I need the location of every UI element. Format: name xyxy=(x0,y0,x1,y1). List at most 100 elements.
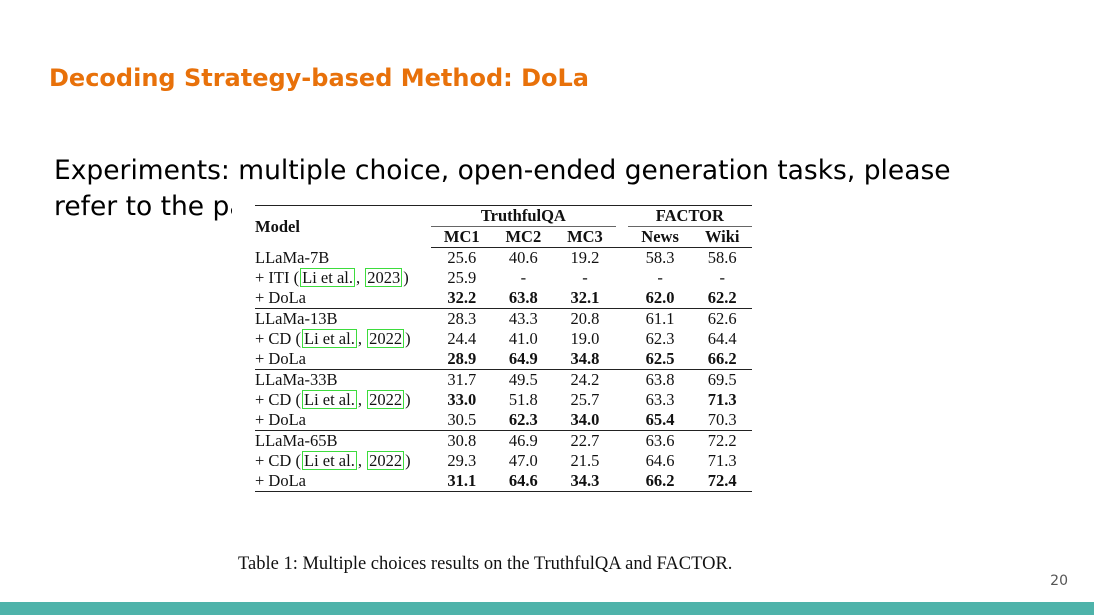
table-subheader-row: MC1 MC2 MC3 News Wiki xyxy=(255,226,752,248)
value-cell: 64.6 xyxy=(492,471,555,492)
value-cell: 25.7 xyxy=(570,390,600,409)
value-cell: 25.9 xyxy=(447,268,477,287)
value-cell: 19.0 xyxy=(570,329,600,348)
model-cell: + CD (Li et al., 2022) xyxy=(255,390,431,410)
citation-link-author[interactable]: Li et al. xyxy=(301,451,357,470)
column-header: News xyxy=(627,226,693,248)
value-cell: 63.8 xyxy=(645,370,675,389)
value-cell: 32.1 xyxy=(554,288,616,309)
citation-link-year[interactable]: 2022 xyxy=(367,329,405,348)
citation-link-author[interactable]: Li et al. xyxy=(301,390,357,409)
value-cell: 62.0 xyxy=(627,288,693,309)
model-suffix: ) xyxy=(405,390,411,409)
table-row: + DoLa 31.1 64.6 34.3 66.2 72.4 xyxy=(255,471,752,492)
table-row: + ITI (Li et al., 2023) 25.9 - - - - xyxy=(255,268,752,288)
column-header: Wiki xyxy=(692,226,752,248)
value-cell: 70.3 xyxy=(692,410,752,431)
value-cell: 49.5 xyxy=(508,370,538,389)
value-cell: 32.2 xyxy=(431,288,493,309)
value-cell: 29.3 xyxy=(447,451,477,470)
citation-link-author[interactable]: Li et al. xyxy=(301,329,357,348)
value-cell: 72.4 xyxy=(692,471,752,492)
value-cell: 28.9 xyxy=(431,349,493,370)
model-cell: + DoLa xyxy=(255,410,431,431)
truthfulqa-group-header: TruthfulQA xyxy=(431,205,616,227)
model-cell: + ITI (Li et al., 2023) xyxy=(255,268,431,288)
value-cell: 24.4 xyxy=(447,329,477,348)
value-cell: 62.2 xyxy=(692,288,752,309)
value-cell: 61.1 xyxy=(645,309,675,328)
citation-link-year[interactable]: 2023 xyxy=(365,268,403,287)
model-suffix: ) xyxy=(405,451,411,470)
value-cell: 22.7 xyxy=(570,431,600,450)
value-cell: 71.3 xyxy=(707,390,737,409)
group-gap xyxy=(615,288,628,309)
model-cell: LLaMa-7B xyxy=(255,247,330,267)
slide-title: Decoding Strategy-based Method: DoLa xyxy=(49,64,589,92)
value-cell: 64.9 xyxy=(492,349,555,370)
value-cell: 41.0 xyxy=(508,329,538,348)
column-header: MC3 xyxy=(554,226,616,248)
value-cell: 51.8 xyxy=(508,390,538,409)
value-cell: 62.5 xyxy=(627,349,693,370)
group-gap xyxy=(616,248,628,269)
value-cell: 65.4 xyxy=(627,410,693,431)
value-cell: 21.5 xyxy=(570,451,600,470)
table-row: + CD (Li et al., 2022) 29.3 47.0 21.5 64.6 71… xyxy=(255,451,752,471)
value-cell: 20.8 xyxy=(570,309,600,328)
value-cell: 64.6 xyxy=(645,451,675,470)
results-table: Model TruthfulQA FACTOR MC1 MC2 MC3 News… xyxy=(255,205,752,492)
value-cell: 62.3 xyxy=(492,410,555,431)
citation-separator: , xyxy=(355,268,365,287)
group-gap xyxy=(616,390,628,410)
value-cell: 30.8 xyxy=(447,431,477,450)
model-suffix: ) xyxy=(405,329,411,348)
value-cell: 62.3 xyxy=(645,329,675,348)
value-cell: 34.3 xyxy=(554,471,616,492)
value-cell: 58.3 xyxy=(645,248,675,267)
value-cell: 31.7 xyxy=(447,370,477,389)
citation-link-year[interactable]: 2022 xyxy=(367,390,405,409)
value-cell: 24.2 xyxy=(570,370,600,389)
model-column-header: Model xyxy=(255,205,431,248)
value-cell: - xyxy=(582,268,588,287)
value-cell: 63.6 xyxy=(645,431,675,450)
value-cell: 64.4 xyxy=(707,329,737,348)
group-gap xyxy=(615,471,628,492)
group-gap xyxy=(616,451,628,471)
model-suffix: ) xyxy=(403,268,409,287)
citation-link-author[interactable]: Li et al. xyxy=(300,268,355,287)
group-gap xyxy=(615,410,628,431)
group-gap xyxy=(616,370,628,391)
table-row: + DoLa 28.9 64.9 34.8 62.5 66.2 xyxy=(255,349,752,370)
value-cell: 28.3 xyxy=(447,309,477,328)
group-gap xyxy=(616,268,628,288)
table-figure: Model TruthfulQA FACTOR MC1 MC2 MC3 News… xyxy=(232,196,782,580)
group-gap xyxy=(615,349,628,370)
value-cell: 62.6 xyxy=(707,309,737,328)
citation-link-year[interactable]: 2022 xyxy=(367,451,405,470)
value-cell: - xyxy=(719,268,725,287)
value-cell: 71.3 xyxy=(707,451,737,470)
model-cell: + DoLa xyxy=(255,471,431,492)
page-number: 20 xyxy=(1050,573,1068,589)
model-prefix: + CD ( xyxy=(255,390,301,409)
table-row: LLaMa-13B 28.3 43.3 20.8 61.1 62.6 xyxy=(255,309,752,330)
value-cell: - xyxy=(520,268,527,287)
group-gap xyxy=(616,309,628,330)
value-cell: 63.8 xyxy=(492,288,555,309)
value-cell: 66.2 xyxy=(692,349,752,370)
value-cell: 31.1 xyxy=(431,471,493,492)
model-prefix: + CD ( xyxy=(255,451,301,470)
model-prefix: + ITI ( xyxy=(255,268,300,287)
value-cell: 66.2 xyxy=(627,471,693,492)
value-cell: 40.6 xyxy=(508,248,538,267)
table-row: + CD (Li et al., 2022) 24.4 41.0 19.0 62.3 64… xyxy=(255,329,752,349)
value-cell: 47.0 xyxy=(508,451,538,470)
model-cell: LLaMa-33B xyxy=(255,370,338,389)
table-body: LLaMa-7B 25.6 40.6 19.2 58.3 58.6 + ITI (Li et… xyxy=(255,248,752,492)
value-cell: 72.2 xyxy=(707,431,737,450)
citation-separator: , xyxy=(357,329,367,348)
table-row: LLaMa-33B 31.7 49.5 24.2 63.8 69.5 xyxy=(255,370,752,391)
table-row: LLaMa-7B 25.6 40.6 19.2 58.3 58.6 xyxy=(255,248,752,269)
